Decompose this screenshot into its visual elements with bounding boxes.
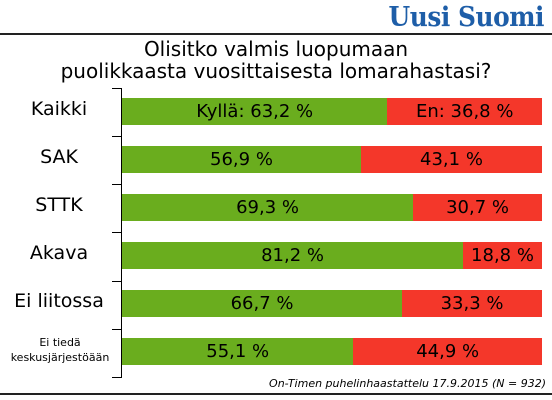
category-label: STTK [35,194,83,216]
category-label: Kaikki [30,98,88,120]
data-label: 56,9 % [210,148,273,170]
data-label: 33,3 % [440,292,504,314]
data-label: 30,7 % [446,196,509,218]
axis-tick [112,232,121,233]
axis-tick [112,281,121,282]
bar-kylla: 66,7 % [122,289,403,317]
bar-en: 44,9 % [353,337,542,365]
axis-tick [112,136,121,137]
footer-divider [0,393,552,395]
data-label: 69,3 % [236,196,299,218]
data-label: 66,7 % [230,292,294,314]
bar-kylla: 69,3 % [122,193,414,221]
category-axis [121,88,122,378]
data-label: 81,2 % [261,244,324,266]
data-label: Kyllä: 63,2 % [196,100,314,122]
header-divider [0,33,552,35]
bar-kylla: 55,1 % [122,337,354,365]
bar-en: 33,3 % [402,289,542,317]
axis-tick [112,88,121,89]
data-label: 18,8 % [471,244,534,266]
bar-kylla: 81,2 % [122,241,464,269]
bar-en: 43,1 % [360,145,542,173]
category-label: Akava [29,242,89,264]
category-label: SAK [40,146,78,168]
bar-en: 30,7 % [413,193,542,221]
axis-tick [112,184,121,185]
brand-logo: Uusi Suomi [388,2,545,33]
bar-en: 18,8 % [463,241,542,269]
category-label: Ei liitossa [14,290,104,312]
source-note: On-Timen puhelinhaastattelu 17.9.2015 (N… [269,377,546,390]
title-line-1: Olisitko valmis luopumaan [143,37,409,61]
bar-en: En: 36,8 % [387,97,542,125]
axis-tick [112,377,121,378]
category-label: Ei tiedä keskusjärjestöään [10,336,110,364]
title-line-2: puolikkaasta vuosittaisesta lomarahastas… [60,59,492,83]
data-label: 55,1 % [206,340,270,362]
bar-kylla: Kyllä: 63,2 % [122,97,388,125]
axis-tick [112,329,121,330]
data-label: En: 36,8 % [415,100,514,122]
data-label: 43,1 % [420,148,483,170]
bar-kylla: 56,9 % [122,145,361,173]
data-label: 44,9 % [416,340,480,362]
chart-title: Olisitko valmis luopumaan puolikkaasta v… [0,38,552,82]
